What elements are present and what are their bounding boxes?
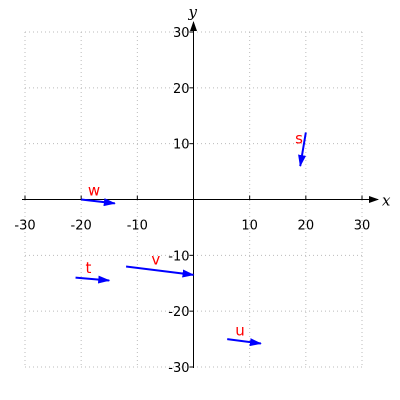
vector-label-s: s bbox=[295, 129, 303, 147]
y-tick-label: 30 bbox=[173, 26, 190, 41]
x-tick-label: 20 bbox=[298, 219, 315, 234]
x-tick-label: 10 bbox=[241, 219, 258, 234]
y-axis-label: y bbox=[188, 3, 198, 21]
y-tick-label: 10 bbox=[173, 138, 190, 153]
vector-label-v: v bbox=[151, 251, 160, 269]
vector-s bbox=[298, 132, 307, 167]
vector-u bbox=[227, 338, 262, 347]
vector-w bbox=[81, 198, 116, 207]
x-tick-label: 30 bbox=[354, 219, 371, 234]
vector-label-t: t bbox=[85, 259, 91, 277]
vector-t bbox=[75, 275, 111, 284]
y-tick-label: -30 bbox=[168, 361, 189, 376]
vector-v bbox=[125, 265, 195, 278]
y-tick-label: -10 bbox=[168, 249, 189, 264]
vector-label-w: w bbox=[88, 181, 100, 199]
tick-labels: -30 -20 -10 10 20 30 -30 -20 -10 10 20 30 bbox=[14, 26, 370, 376]
y-tick-label: 20 bbox=[173, 82, 190, 97]
y-tick-label: -20 bbox=[168, 305, 189, 320]
x-tick-label: -20 bbox=[71, 219, 92, 234]
vectors: s w t v u bbox=[75, 129, 307, 347]
axes: x y bbox=[22, 3, 391, 368]
x-tick-label: -10 bbox=[127, 219, 148, 234]
x-axis-label: x bbox=[382, 192, 391, 210]
vector-label-u: u bbox=[235, 321, 245, 339]
x-tick-label: -30 bbox=[14, 219, 35, 234]
